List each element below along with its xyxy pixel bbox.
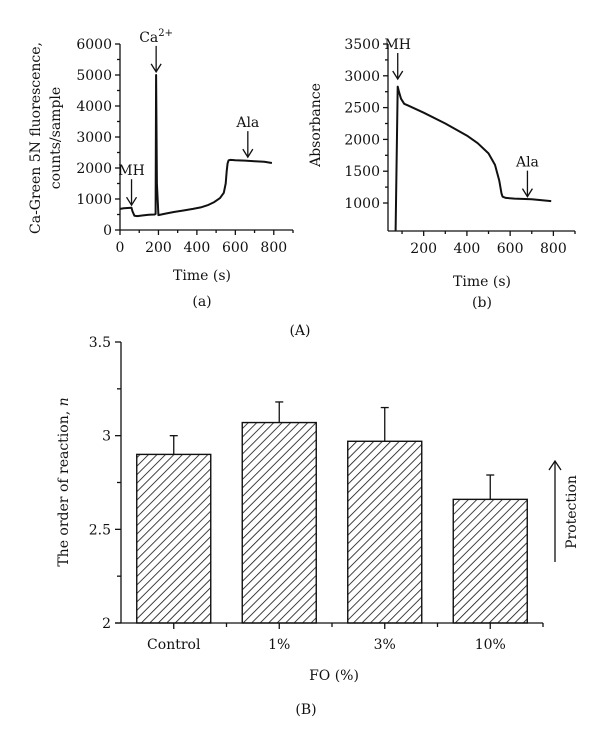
panel-b-annotations: MH Ala — [384, 37, 539, 198]
y-tick-label: 2 — [102, 616, 111, 632]
annotation-label: MH — [118, 163, 145, 179]
y-tick-label: 1000 — [344, 196, 380, 212]
x-tick-label: 800 — [540, 241, 567, 257]
x-tick-label: 200 — [410, 241, 437, 257]
panel-b-label: (b) — [472, 295, 492, 311]
y-tick-label: 2000 — [344, 132, 380, 148]
panel-B-x-ticks: Control 1% 3% 10% — [147, 623, 544, 653]
y-tick-label: 4000 — [76, 99, 112, 115]
protection-text: Protection — [564, 475, 580, 549]
y-tick-label: 3000 — [344, 69, 380, 85]
y-tick-label: 2500 — [344, 101, 380, 117]
panel-a-y-ticks: 0 1000 2000 3000 4000 5000 6000 — [76, 37, 120, 239]
y-tick-label: 3 — [102, 429, 111, 445]
annotation-arrowhead-icon — [521, 188, 533, 198]
panel-B-y-ticks: 2 2.5 3 3.5 — [89, 335, 121, 632]
panel-b-series — [394, 85, 552, 232]
series-line — [394, 85, 552, 232]
x-tick-label: Control — [147, 637, 201, 653]
x-tick-label: 0 — [116, 240, 125, 256]
panel-B-bar-chart: 2 2.5 3 3.5 Control 1% 3% 10% The order of rea… — [56, 335, 580, 718]
panel-b-x-ticks: 200 400 600 800 — [401, 231, 576, 257]
protection-annotation: Protection — [548, 459, 580, 562]
panel-B-ylabel-text: The order of reaction, — [56, 406, 72, 566]
x-tick-label: 1% — [268, 637, 290, 653]
panel-b-xlabel: Time (s) — [453, 274, 511, 290]
annotation-label: Ca2+ — [139, 28, 173, 46]
x-tick-label: 200 — [145, 240, 172, 256]
panel-a-x-ticks: 0 200 400 600 800 — [116, 230, 294, 256]
annotation-arrowhead-icon — [125, 196, 138, 207]
panel-a-series — [119, 74, 273, 218]
x-tick-label: 400 — [184, 240, 211, 256]
bar — [452, 498, 528, 624]
x-tick-label: 600 — [222, 240, 249, 256]
y-tick-label: 2.5 — [89, 522, 111, 538]
y-tick-label: 2000 — [76, 161, 112, 177]
y-tick-label: 3500 — [344, 37, 380, 53]
annotation-superscript: 2+ — [158, 28, 173, 39]
panel-a-annotations: MH Ca2+ Ala — [118, 28, 259, 207]
x-tick-label: 3% — [374, 637, 396, 653]
y-tick-label: 3.5 — [89, 335, 111, 351]
annotation-label: MH — [384, 37, 411, 53]
panel-a-xlabel: Time (s) — [173, 268, 231, 284]
bar — [347, 440, 423, 624]
panel-a-ylabel-line2: counts/sample — [48, 87, 64, 189]
panel-a-axes — [119, 44, 293, 231]
panel-B-ylabel-italic: n — [56, 397, 72, 406]
panel-b-absorbance-chart: 1000 1500 2000 2500 3000 3500 200 400 600 800 MH… — [308, 37, 576, 311]
x-tick-label: 800 — [260, 240, 287, 256]
panel-b-ylabel: Absorbance — [308, 83, 324, 168]
panel-a-ylabel-line1: Ca-Green 5N fluorescence, — [28, 42, 44, 234]
y-tick-label: 3000 — [76, 130, 112, 146]
y-tick-label: 1000 — [76, 192, 112, 208]
panel-a-label: (a) — [192, 294, 211, 310]
protection-arrowhead-icon — [548, 459, 562, 471]
annotation-label: Ala — [235, 115, 259, 131]
panel-B-bars — [136, 401, 528, 624]
bar — [136, 453, 212, 624]
series-line — [119, 74, 273, 218]
annotation-arrowhead-icon — [392, 70, 404, 81]
x-tick-label: 600 — [497, 241, 524, 257]
panel-b-axes — [387, 44, 575, 232]
figure-label-A: (A) — [289, 323, 310, 339]
bar — [241, 421, 317, 624]
annotation-arrowhead-icon — [242, 148, 254, 159]
annotation-label: Ala — [515, 155, 539, 171]
panel-b-y-ticks: 1000 1500 2000 2500 3000 3500 — [344, 37, 388, 212]
annotation-arrowhead-icon — [150, 63, 162, 74]
y-tick-label: 5000 — [76, 68, 112, 84]
panel-B-xlabel: FO (%) — [309, 668, 359, 684]
y-tick-label: 1500 — [344, 164, 380, 180]
y-tick-label: 6000 — [76, 37, 112, 53]
panel-B-label: (B) — [295, 702, 316, 718]
y-tick-label: 0 — [103, 223, 112, 239]
x-tick-label: 10% — [475, 637, 506, 653]
panel-B-ylabel: The order of reaction, n — [56, 397, 72, 566]
x-tick-label: 400 — [454, 241, 481, 257]
